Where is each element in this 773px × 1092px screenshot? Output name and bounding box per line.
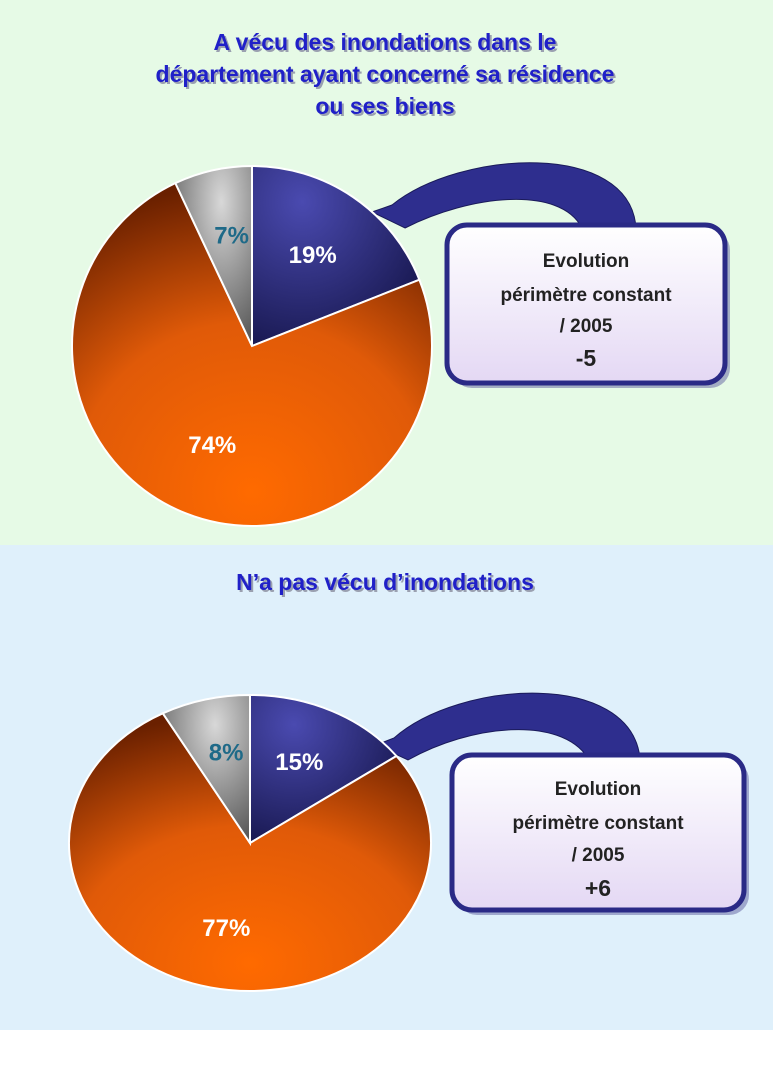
pie-slice	[161, 693, 251, 847]
callout-value: -5	[576, 345, 597, 371]
chart-title-shadow: département ayant concerné sa résidence	[158, 63, 617, 89]
callout-text: périmètre constant	[500, 285, 672, 306]
callout-box	[444, 222, 728, 386]
pie-slice	[249, 693, 398, 845]
pie-slice	[251, 164, 421, 348]
callout-arrow	[370, 162, 637, 229]
chart-title-shadow: ou ses biens	[317, 95, 456, 121]
chart-title-shadow: N’a pas vécu d’inondations	[238, 571, 536, 597]
chart-title-shadow: A vécu des inondations dans le	[216, 31, 559, 57]
data-label: 77%	[202, 915, 250, 942]
data-label: 19%	[289, 242, 337, 269]
callout-text: périmètre constant	[512, 813, 684, 834]
callout-text: / 2005	[560, 316, 613, 337]
callout-text: / 2005	[572, 845, 625, 866]
callout-text: Evolution	[555, 779, 642, 800]
chart-title: A vécu des inondations dans le	[214, 29, 557, 55]
data-label: 8%	[209, 739, 244, 766]
pie-slice	[68, 712, 432, 992]
chart-title: département ayant concerné sa résidence	[156, 61, 615, 87]
pie-slice	[174, 164, 253, 347]
pie-slice	[71, 181, 433, 527]
chart-title: ou ses biens	[315, 93, 454, 119]
callout-value: +6	[585, 875, 611, 901]
data-label: 15%	[275, 749, 323, 776]
chart-title: N’a pas vécu d’inondations	[236, 569, 534, 595]
data-label: 7%	[214, 222, 249, 249]
callout-box	[449, 752, 747, 913]
callout-text: Evolution	[543, 251, 630, 272]
data-label: 74%	[188, 432, 236, 459]
callout-arrow	[374, 692, 641, 761]
